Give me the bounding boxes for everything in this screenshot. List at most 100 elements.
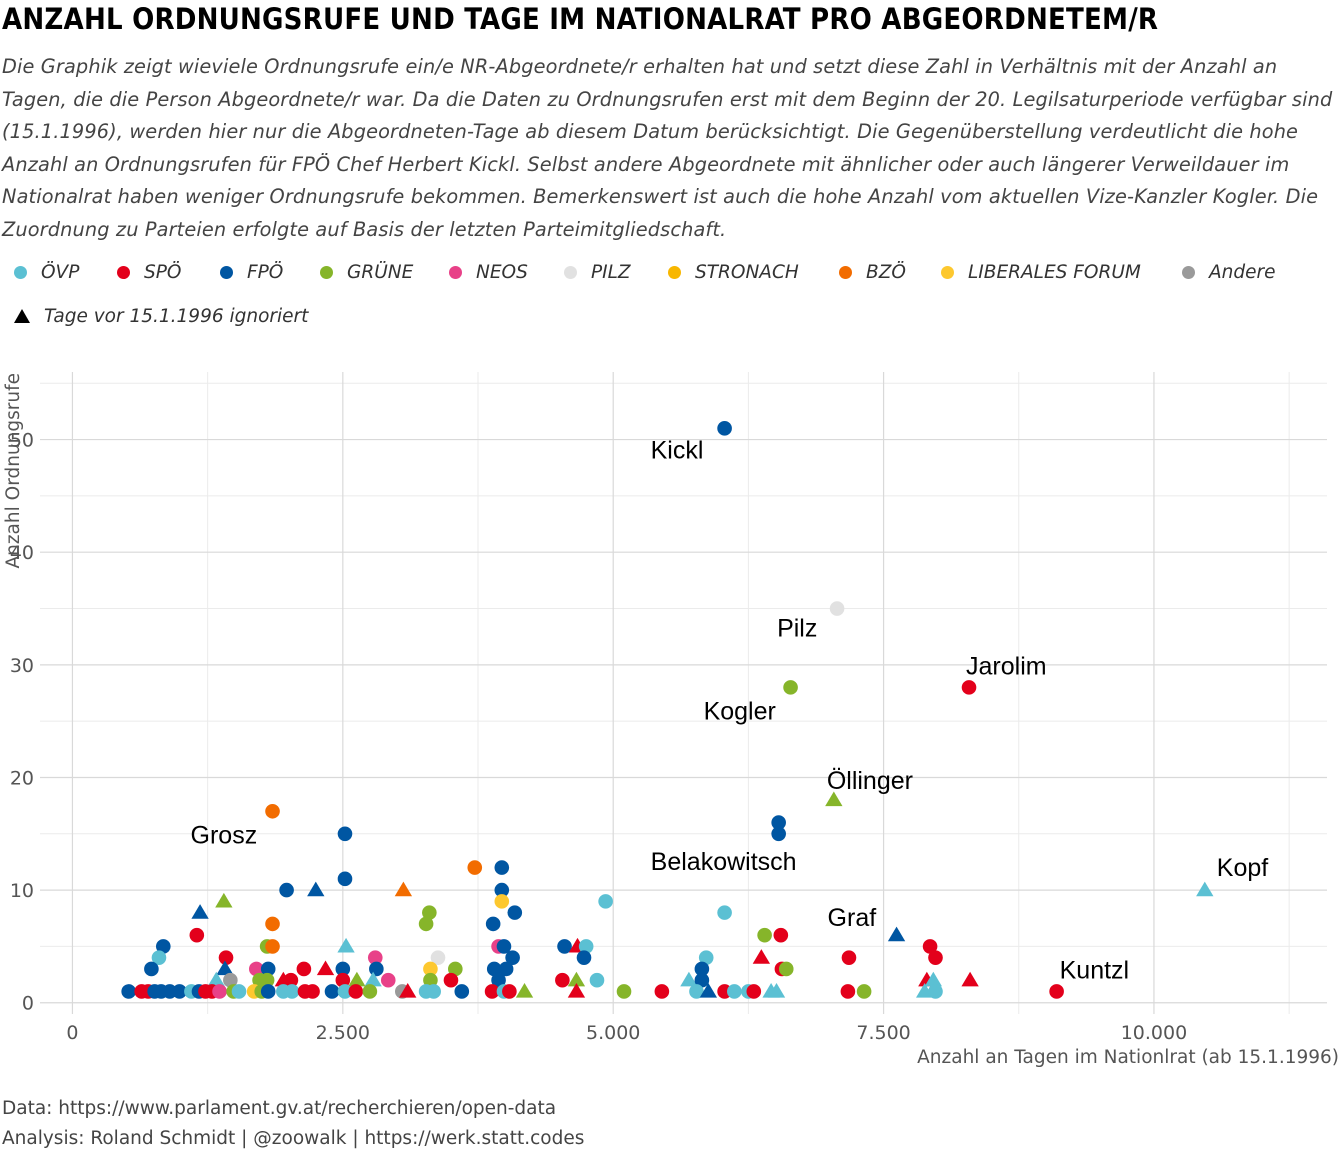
y-tick-label: 20 [10,767,34,789]
data-point [717,421,732,436]
legend-swatch [320,266,333,279]
legend-swatch [14,266,27,279]
data-point-triangle [395,882,412,897]
point-annotation: Kickl [651,436,704,464]
data-point [502,984,517,999]
point-annotation: Öllinger [827,767,913,795]
legend-swatch [941,266,954,279]
data-point [783,680,798,695]
data-point [338,872,353,887]
data-point-triangle [516,983,533,998]
x-tick-label: 10.000 [1121,1022,1187,1044]
legend-label: Tage vor 15.1.1996 ignoriert [44,306,308,327]
data-point [325,984,340,999]
data-point [419,917,434,932]
point-annotation: Grosz [191,821,258,849]
data-point [746,984,761,999]
data-point [577,950,592,965]
data-point [928,984,943,999]
data-point [1049,984,1064,999]
legend-item-andere: Andere [1182,252,1276,292]
data-point [297,962,312,977]
point-annotation: Kogler [704,697,776,725]
legend-label: Andere [1209,262,1276,283]
legend-swatch [449,266,462,279]
x-tick-label: 7.500 [856,1022,910,1044]
legend-label: LIBERALES FORUM [968,262,1141,283]
data-point [495,894,510,909]
legend-item-neos: NEOS [449,252,528,292]
legend-label: ÖVP [41,262,79,283]
legend-swatch [1182,266,1195,279]
legend-label: GRÜNE [347,262,413,283]
data-point-triangle [888,927,905,942]
data-point [617,984,632,999]
point-annotation: Jarolim [966,652,1047,680]
data-point [771,826,786,841]
data-point [265,939,280,954]
data-point [285,984,300,999]
data-point [757,928,772,943]
data-point-triangle [753,949,770,964]
data-point [426,984,441,999]
x-tick-label: 2.500 [316,1022,370,1044]
data-point-triangle [348,972,365,987]
data-point [962,680,977,695]
y-tick-label: 30 [10,655,34,677]
data-point [190,928,205,943]
data-point [598,894,613,909]
data-point-triangle [215,893,232,908]
data-point [232,984,247,999]
legend-label: NEOS [476,262,528,283]
point-annotation: Pilz [777,615,817,643]
data-point [381,973,396,988]
legend-item-pilz: PILZ [564,252,631,292]
data-point [727,984,742,999]
data-point [454,984,469,999]
legend-item-fpoe: FPÖ [220,252,283,292]
legend-item-spoe: SPÖ [117,252,181,292]
point-annotation: Belakowitsch [651,848,797,876]
data-point [842,950,857,965]
data-point [212,984,227,999]
data-point [655,984,670,999]
data-point [467,860,482,875]
point-annotation: Graf [828,904,877,932]
legend-item-liberales-forum: LIBERALES FORUM [941,252,1141,292]
legend: ÖVP SPÖ FPÖ GRÜNE NEOS PILZ STRONACH BZÖ… [0,252,1344,342]
legend-item-stronach: STRONACH [668,252,799,292]
data-point-triangle [337,938,354,953]
data-point-triangle [191,904,208,919]
data-point [338,826,353,841]
data-point [279,883,294,898]
chart-subtitle: Die Graphik zeigt wieviele Ordnungsrufe … [2,51,1342,247]
caption-data-source: Data: https://www.parlament.gv.at/recher… [2,1094,1302,1124]
data-point [774,928,789,943]
data-point [590,973,605,988]
x-tick-label: 5.000 [586,1022,640,1044]
caption: Data: https://www.parlament.gv.at/recher… [2,1094,1302,1153]
data-point [265,917,280,932]
x-tick-label: 0 [66,1022,78,1044]
data-point [857,984,872,999]
legend-swatch [220,266,233,279]
data-point [555,973,570,988]
legend-label: FPÖ [247,262,283,283]
legend-label: PILZ [591,262,631,283]
y-tick-label: 10 [10,880,34,902]
data-point [349,984,364,999]
triangle-icon [14,309,30,323]
legend-label: BZÖ [866,262,906,283]
data-point [444,973,459,988]
data-point [486,917,501,932]
data-point [779,962,794,977]
data-point-triangle [961,972,978,987]
data-point-triangle [1196,882,1213,897]
data-point [261,984,276,999]
data-point-triangle [307,882,324,897]
data-point [830,601,845,616]
legend-label: SPÖ [144,262,181,283]
data-point [144,962,159,977]
data-point [363,984,378,999]
